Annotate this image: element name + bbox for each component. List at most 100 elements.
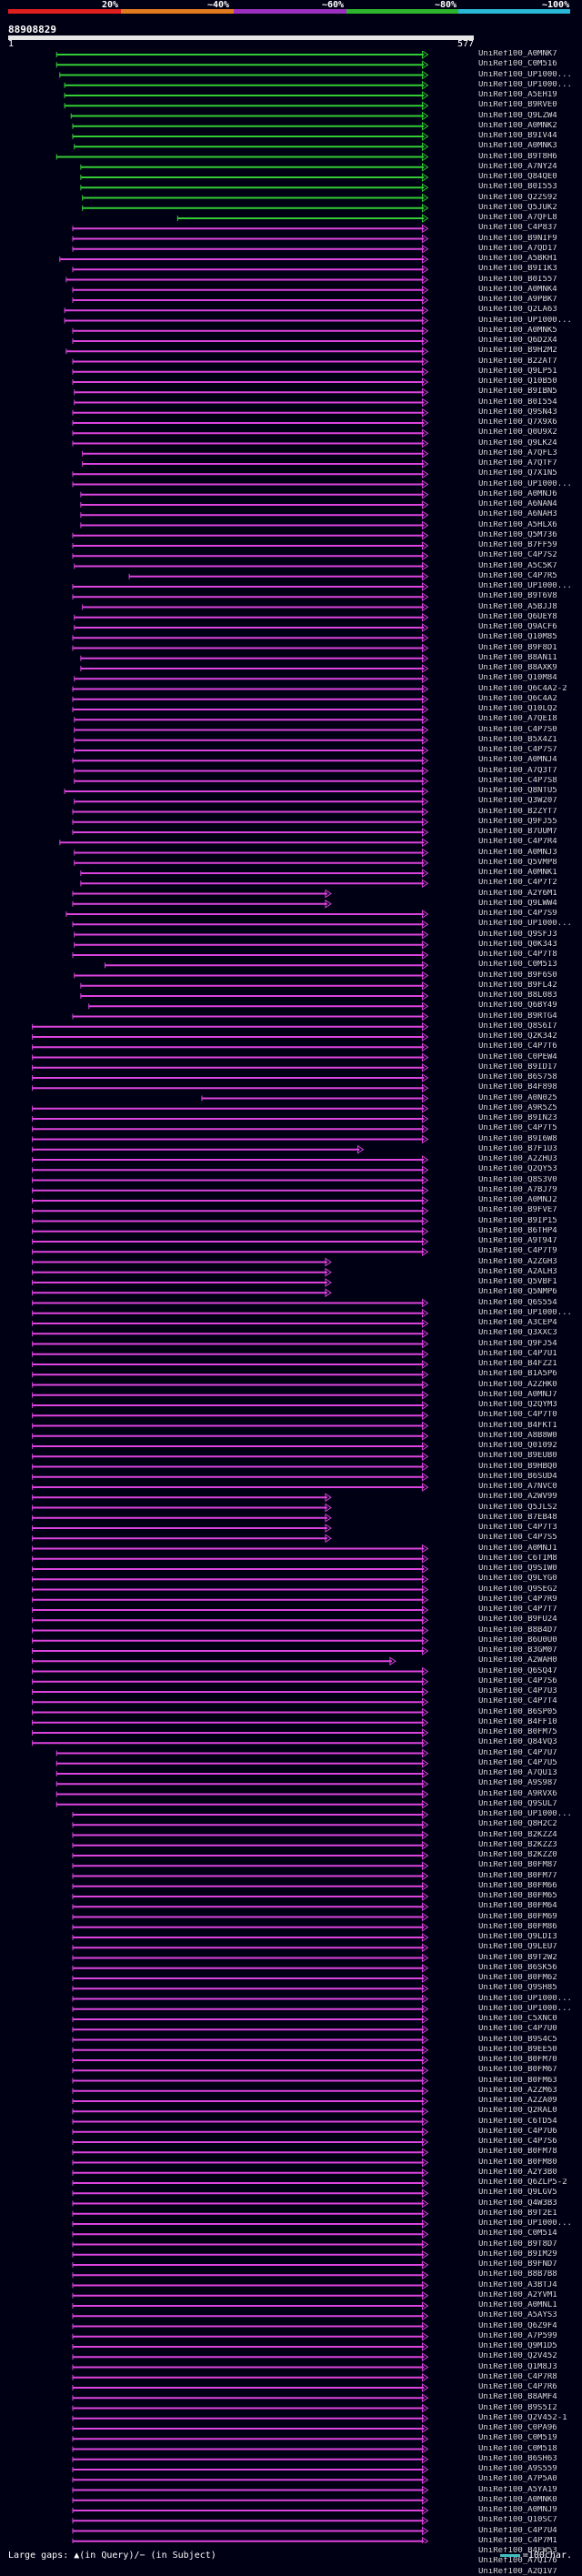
hit-label[interactable]: UniRef100_A0MNK1 <box>478 869 557 877</box>
hit-label[interactable]: UniRef100_UP1000... <box>478 2219 572 2228</box>
hit-label[interactable]: UniRef100_B0FM80 <box>478 2158 557 2167</box>
hit-label[interactable]: UniRef100_B4FZ21 <box>478 1360 557 1368</box>
hit-label[interactable]: UniRef100_B0FM66 <box>478 1881 557 1890</box>
hit-label[interactable]: UniRef100_C4P7T6 <box>478 1042 557 1052</box>
hit-label[interactable]: UniRef100_A7QEI8 <box>478 715 557 724</box>
hit-label[interactable]: UniRef100_C4P7S2 <box>478 551 557 560</box>
hit-label[interactable]: UniRef100_C5XNC0 <box>478 2015 557 2023</box>
hit-label[interactable]: UniRef100_B0FM69 <box>478 1912 557 1921</box>
hit-label[interactable]: UniRef100_A5EH19 <box>478 91 557 99</box>
hit-label[interactable]: UniRef100_B7FF59 <box>478 541 557 549</box>
hit-label[interactable]: UniRef100_B6THP4 <box>478 1226 557 1235</box>
hit-label[interactable]: UniRef100_B9IV44 <box>478 132 557 140</box>
hit-label[interactable]: UniRef100_Q84VQ3 <box>478 1738 557 1747</box>
hit-label[interactable]: UniRef100_A7NY24 <box>478 162 557 171</box>
hit-label[interactable]: UniRef100_C4P7T5 <box>478 1124 557 1133</box>
hit-label[interactable]: UniRef100_C4P7T2 <box>478 879 557 888</box>
hit-label[interactable]: UniRef100_Q5M736 <box>478 530 557 539</box>
hit-label[interactable]: UniRef100_Q9FJ54 <box>478 1339 557 1348</box>
hit-label[interactable]: UniRef100_Q2V452 <box>478 2352 557 2361</box>
hit-label[interactable]: UniRef100_A7QFL8 <box>478 214 557 222</box>
hit-label[interactable]: UniRef100_Q8S6I7 <box>478 1021 557 1031</box>
hit-label[interactable]: UniRef100_Q7X9X6 <box>478 418 557 427</box>
hit-label[interactable]: UniRef100_C4P7U7 <box>478 1748 557 1757</box>
hit-label[interactable]: UniRef100_B0FM64 <box>478 1902 557 1911</box>
hit-label[interactable]: UniRef100_A2ZM63 <box>478 2086 557 2095</box>
hit-label[interactable]: UniRef100_B6U0U0 <box>478 1635 557 1645</box>
hit-label[interactable]: UniRef100_A2ZGH3 <box>478 1257 557 1266</box>
hit-label[interactable]: UniRef100_UP1000... <box>478 1810 572 1818</box>
hit-label[interactable]: UniRef100_C4P7T9 <box>478 1247 557 1256</box>
hit-label[interactable]: UniRef100_UP1000... <box>478 80 572 89</box>
hit-label[interactable]: UniRef100_C4P7T4 <box>478 1697 557 1706</box>
hit-label[interactable]: UniRef100_C4P7S9 <box>478 910 557 918</box>
hit-label[interactable]: UniRef100_Q2RAL0 <box>478 2107 557 2116</box>
hit-label[interactable]: UniRef100_A9R5Z5 <box>478 1103 557 1112</box>
hit-label[interactable]: UniRef100_UP1000... <box>478 1308 572 1317</box>
hit-label[interactable]: UniRef100_UP1000... <box>478 582 572 590</box>
hit-label[interactable]: UniRef100_C6TD54 <box>478 2117 557 2126</box>
hit-label[interactable]: UniRef100_C4P7S8 <box>478 776 557 785</box>
hit-label[interactable]: UniRef100_B9H2M2 <box>478 347 557 356</box>
hit-label[interactable]: UniRef100_Q9LK24 <box>478 438 557 448</box>
hit-label[interactable]: UniRef100_B9FND7 <box>478 2260 557 2269</box>
hit-label[interactable]: UniRef100_A7Q3T7 <box>478 766 557 775</box>
hit-label[interactable]: UniRef100_A5AYS3 <box>478 2311 557 2320</box>
hit-label[interactable]: UniRef100_Q9FJ55 <box>478 817 557 826</box>
hit-label[interactable]: UniRef100_B0FM67 <box>478 2066 557 2075</box>
hit-label[interactable]: UniRef100_A3CEP4 <box>478 1319 557 1327</box>
hit-label[interactable]: UniRef100_Q6D2X4 <box>478 337 557 345</box>
hit-label[interactable]: UniRef100_Q6ZLP5-2 <box>478 2179 567 2187</box>
hit-label[interactable]: UniRef100_B6SUD4 <box>478 1472 557 1481</box>
hit-label[interactable]: UniRef100_C4P7U0 <box>478 2025 557 2034</box>
hit-label[interactable]: UniRef100_B5X4Z1 <box>478 735 557 744</box>
hit-label[interactable]: UniRef100_A9RVX6 <box>478 1789 557 1798</box>
hit-label[interactable]: UniRef100_Q9ACF6 <box>478 623 557 631</box>
hit-label[interactable]: UniRef100_C0M519 <box>478 2434 557 2443</box>
hit-label[interactable]: UniRef100_C4P7T3 <box>478 1524 557 1532</box>
hit-label[interactable]: UniRef100_B9EE50 <box>478 2045 557 2054</box>
hit-label[interactable]: UniRef100_A5BJJ8 <box>478 602 557 611</box>
hit-label[interactable]: UniRef100_C4P7S0 <box>478 725 557 734</box>
hit-label[interactable]: UniRef100_A2ZHK0 <box>478 1380 557 1389</box>
hit-label[interactable]: UniRef100_B9FVE7 <box>478 1206 557 1215</box>
hit-label[interactable]: UniRef100_A9S559 <box>478 2465 557 2473</box>
hit-label[interactable]: UniRef100_Q5VMP8 <box>478 858 557 867</box>
hit-label[interactable]: UniRef100_B9IP15 <box>478 1216 557 1225</box>
hit-label[interactable]: UniRef100_B0I554 <box>478 397 557 407</box>
hit-label[interactable]: UniRef100_A0MNK4 <box>478 285 557 294</box>
hit-label[interactable]: UniRef100_C4P7S5 <box>478 1534 557 1543</box>
hit-label[interactable]: UniRef100_Q10M84 <box>478 674 557 683</box>
hit-label[interactable]: UniRef100_B7UUM7 <box>478 828 557 836</box>
hit-label[interactable]: UniRef100_A7P599 <box>478 2331 557 2340</box>
hit-label[interactable]: UniRef100_Q4W3B3 <box>478 2199 557 2208</box>
hit-label[interactable]: UniRef100_Q2QYM3 <box>478 1401 557 1409</box>
hit-label[interactable]: UniRef100_A2Q1V7 <box>478 2567 557 2576</box>
hit-label[interactable]: UniRef100_UP1000... <box>478 920 572 929</box>
hit-label[interactable]: UniRef100_B9IM29 <box>478 2249 557 2259</box>
hit-label[interactable]: UniRef100_Q6S554 <box>478 1298 557 1307</box>
hit-label[interactable]: UniRef100_C4P7M1 <box>478 2536 557 2545</box>
hit-label[interactable]: UniRef100_C4P7R5 <box>478 571 557 580</box>
hit-label[interactable]: UniRef100_Q1M8J3 <box>478 2362 557 2371</box>
hit-label[interactable]: UniRef100_A7P5A0 <box>478 2475 557 2484</box>
hit-label[interactable]: UniRef100_C0M514 <box>478 2229 557 2239</box>
hit-label[interactable]: UniRef100_A0MNL1 <box>478 2301 557 2309</box>
hit-label[interactable]: UniRef100_Q7X1N5 <box>478 469 557 478</box>
hit-label[interactable]: UniRef100_A0MNJ9 <box>478 2506 557 2514</box>
hit-label[interactable]: UniRef100_Q2LA63 <box>478 306 557 315</box>
hit-label[interactable]: UniRef100_B9ID17 <box>478 1062 557 1072</box>
hit-label[interactable]: UniRef100_Q5NMP6 <box>478 1288 557 1297</box>
hit-label[interactable]: UniRef100_B9T2W2 <box>478 1953 557 1962</box>
hit-label[interactable]: UniRef100_C4P7R9 <box>478 1595 557 1604</box>
hit-label[interactable]: UniRef100_Q8NTU5 <box>478 787 557 795</box>
hit-label[interactable]: UniRef100_Q9SUL7 <box>478 1799 557 1808</box>
hit-label[interactable]: UniRef100_B9T6V8 <box>478 592 557 601</box>
hit-label[interactable]: UniRef100_Q84QE0 <box>478 173 557 181</box>
hit-label[interactable]: UniRef100_C4P7S6 <box>478 1676 557 1685</box>
hit-label[interactable]: UniRef100_B9RTG4 <box>478 1011 557 1021</box>
hit-label[interactable]: UniRef100_B3GM07 <box>478 1646 557 1655</box>
hit-label[interactable]: UniRef100_B6SK56 <box>478 1963 557 1972</box>
hit-label[interactable]: UniRef100_B8AMF4 <box>478 2393 557 2402</box>
hit-label[interactable]: UniRef100_C4P7R8 <box>478 2372 557 2381</box>
